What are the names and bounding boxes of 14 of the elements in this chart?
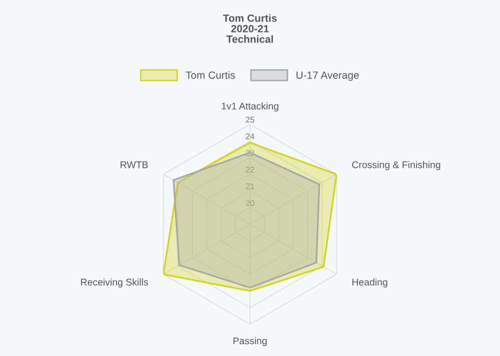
spoke-label: 1v1 Attacking: [222, 102, 278, 112]
legend-label: U-17 Average: [296, 72, 359, 81]
y-tick-label: 20: [246, 200, 254, 206]
spoke-label: RWTB: [120, 161, 148, 168]
spoke-label: Heading: [352, 278, 388, 288]
y-tick-label: 25: [246, 116, 254, 123]
spoke-label: Receiving Skills: [81, 278, 148, 288]
y-tick-label: 24: [246, 133, 254, 140]
spoke-label: Passing: [234, 337, 267, 346]
y-tick-label: 21: [246, 183, 254, 190]
legend-label: Tom Curtis: [186, 71, 235, 79]
spoke-label: Crossing & Finishing: [352, 161, 440, 170]
y-tick-label: 22: [246, 166, 254, 173]
chart-title: Tom Curtis 2020-21 Technical: [223, 14, 277, 43]
